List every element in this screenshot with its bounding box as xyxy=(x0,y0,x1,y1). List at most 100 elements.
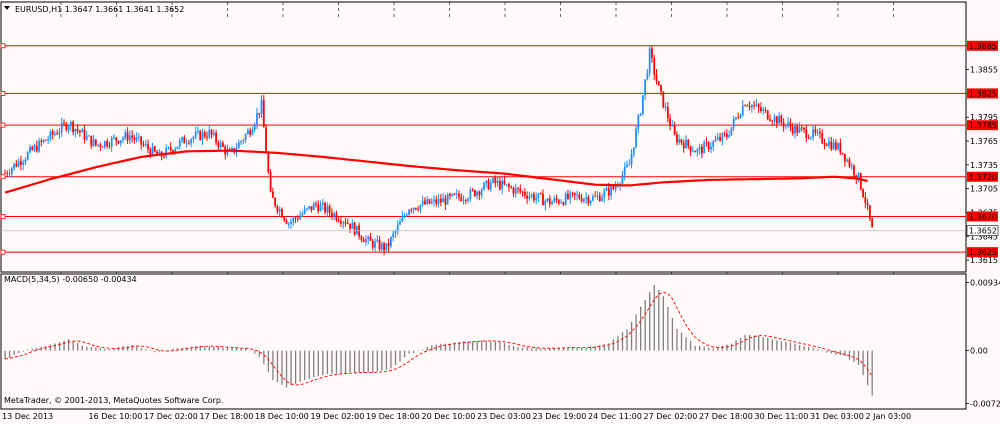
macd-bar xyxy=(585,347,587,351)
candle-body xyxy=(626,164,628,167)
level-handle[interactable] xyxy=(0,122,6,128)
macd-bar xyxy=(322,350,324,376)
candle-body xyxy=(242,139,245,142)
candle-body xyxy=(517,187,519,189)
candle-body xyxy=(256,112,258,125)
candle-body xyxy=(555,198,558,201)
candle-body xyxy=(446,194,449,205)
macd-bar xyxy=(553,348,556,351)
level-handle[interactable] xyxy=(0,249,6,255)
macd-bar xyxy=(145,349,147,351)
candle-body xyxy=(69,121,72,126)
candle-body xyxy=(17,160,20,167)
horizontal-levels[interactable] xyxy=(0,43,966,255)
macd-bar xyxy=(199,345,201,351)
candle-body xyxy=(260,99,263,114)
candle-body xyxy=(578,194,581,199)
macd-bar xyxy=(640,306,642,351)
candle-body xyxy=(385,243,388,251)
candle-body xyxy=(76,128,79,131)
candle-body xyxy=(744,105,746,107)
candle-body xyxy=(739,115,742,118)
candle-body xyxy=(22,162,25,165)
macd-bar xyxy=(294,350,297,384)
candle-body xyxy=(147,144,149,150)
macd-bar xyxy=(649,291,651,351)
candle-body xyxy=(830,141,833,150)
current-price-tag xyxy=(966,225,999,237)
candle-body xyxy=(585,197,588,199)
macd-bar xyxy=(567,348,569,351)
level-handle[interactable] xyxy=(0,174,6,180)
candle-body xyxy=(784,124,787,127)
candle-body xyxy=(755,104,758,106)
macd-bar xyxy=(580,348,583,351)
macd-bar xyxy=(31,348,33,351)
macd-bar xyxy=(95,347,97,351)
candle-body xyxy=(299,215,301,220)
candle-body xyxy=(560,202,563,204)
candle-body xyxy=(97,144,99,146)
candle-body xyxy=(126,132,129,141)
chart-dropdown-arrow-icon[interactable] xyxy=(4,6,10,10)
candle-body xyxy=(639,114,642,116)
candle-body xyxy=(700,146,703,154)
candle-body xyxy=(598,195,601,202)
candle-body xyxy=(394,230,397,234)
candle-body xyxy=(426,199,429,205)
candle-body xyxy=(240,141,242,143)
candle-body xyxy=(757,104,760,108)
level-handle[interactable] xyxy=(0,214,6,219)
macd-bar xyxy=(517,347,519,351)
macd-bar xyxy=(558,347,560,351)
candle-body xyxy=(135,137,138,140)
macd-bar xyxy=(694,345,696,351)
candle-body xyxy=(710,146,712,150)
candle-body xyxy=(857,173,860,180)
candle-body xyxy=(587,197,590,204)
candle-body xyxy=(803,127,805,130)
candle-body xyxy=(94,139,97,146)
candle-body xyxy=(828,141,830,146)
macd-bar xyxy=(172,348,174,351)
candle-body xyxy=(369,236,372,241)
level-handle[interactable] xyxy=(0,91,6,96)
candle-body xyxy=(8,173,11,175)
macd-bar xyxy=(394,350,397,366)
macd-bar xyxy=(140,348,142,351)
macd-bar xyxy=(680,332,683,351)
macd-bar xyxy=(235,348,238,351)
candle-body xyxy=(839,143,842,153)
candle-body xyxy=(492,177,494,183)
candle-body xyxy=(825,144,828,146)
macd-bar xyxy=(771,339,773,351)
level-handle[interactable] xyxy=(0,43,6,49)
macd-bar xyxy=(807,346,810,351)
candle-body xyxy=(396,224,399,231)
macd-bar xyxy=(481,340,483,351)
candle-body xyxy=(809,137,812,139)
macd-bar xyxy=(403,350,406,358)
candle-body xyxy=(428,199,431,204)
candle-body xyxy=(44,139,47,141)
macd-bar xyxy=(304,350,306,380)
candle-body xyxy=(417,209,420,211)
candle-body xyxy=(367,236,370,239)
macd-bar xyxy=(208,346,210,351)
candle-body xyxy=(113,137,115,139)
candle-body xyxy=(176,146,179,150)
candle-body xyxy=(151,146,154,156)
candle-body xyxy=(296,218,299,220)
macd-bar xyxy=(717,347,719,351)
candle-body xyxy=(15,163,18,167)
candle-body xyxy=(430,201,433,204)
macd-bar xyxy=(785,341,787,351)
candle-body xyxy=(181,137,183,141)
macd-bar xyxy=(299,350,301,382)
macd-bar xyxy=(131,344,133,351)
candle-body xyxy=(730,127,733,136)
candle-body xyxy=(408,209,410,215)
time-label: 2 Jan 03:00 xyxy=(866,412,912,421)
